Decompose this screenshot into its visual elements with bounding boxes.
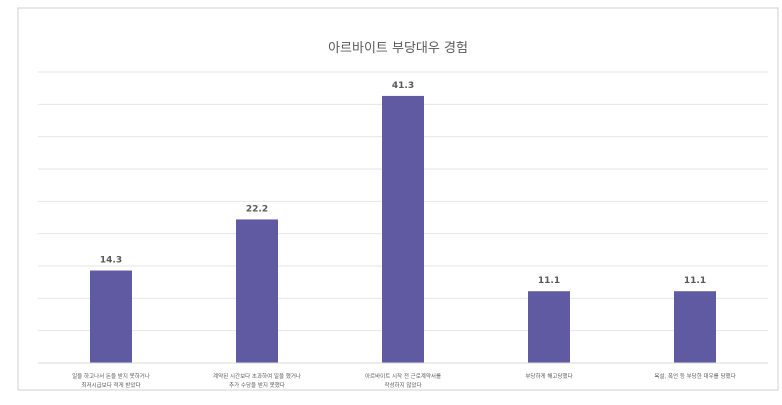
data-label-1: 14.3 (100, 256, 122, 266)
data-labels: 14.3 22.2 41.3 11.1 11.1 (100, 81, 706, 286)
data-label-3: 41.3 (392, 81, 414, 91)
category-labels: 일을 하고나서 돈을 받지 못하거나 최저시급보다 적게 받았다 계약된 시간보다 … (72, 372, 736, 389)
category-label-5: 욕설, 폭언 등 부당한 대우를 당했다 (654, 372, 735, 380)
chart-title: 아르바이트 부당대우 경험 (328, 41, 468, 56)
bars (90, 95, 716, 363)
bar-2 (236, 219, 278, 363)
data-label-2: 22.2 (246, 204, 268, 214)
data-label-4: 11.1 (538, 276, 560, 286)
bar-3 (382, 95, 424, 363)
data-label-5: 11.1 (684, 276, 706, 286)
category-label-1: 일을 하고나서 돈을 받지 못하거나 최저시급보다 적게 받았다 (72, 372, 150, 389)
category-label-4: 부당하게 해고당했다 (525, 372, 572, 380)
bar-1 (90, 270, 132, 363)
bar-4 (528, 291, 570, 363)
category-label-3: 아르바이트 시작 전 근로계약서를 작성하지 않았다 (365, 372, 441, 389)
bar-5 (674, 291, 716, 363)
category-label-2: 계약된 시간보다 초과하여 일을 했거나 추가 수당을 받지 못했다 (213, 372, 301, 389)
